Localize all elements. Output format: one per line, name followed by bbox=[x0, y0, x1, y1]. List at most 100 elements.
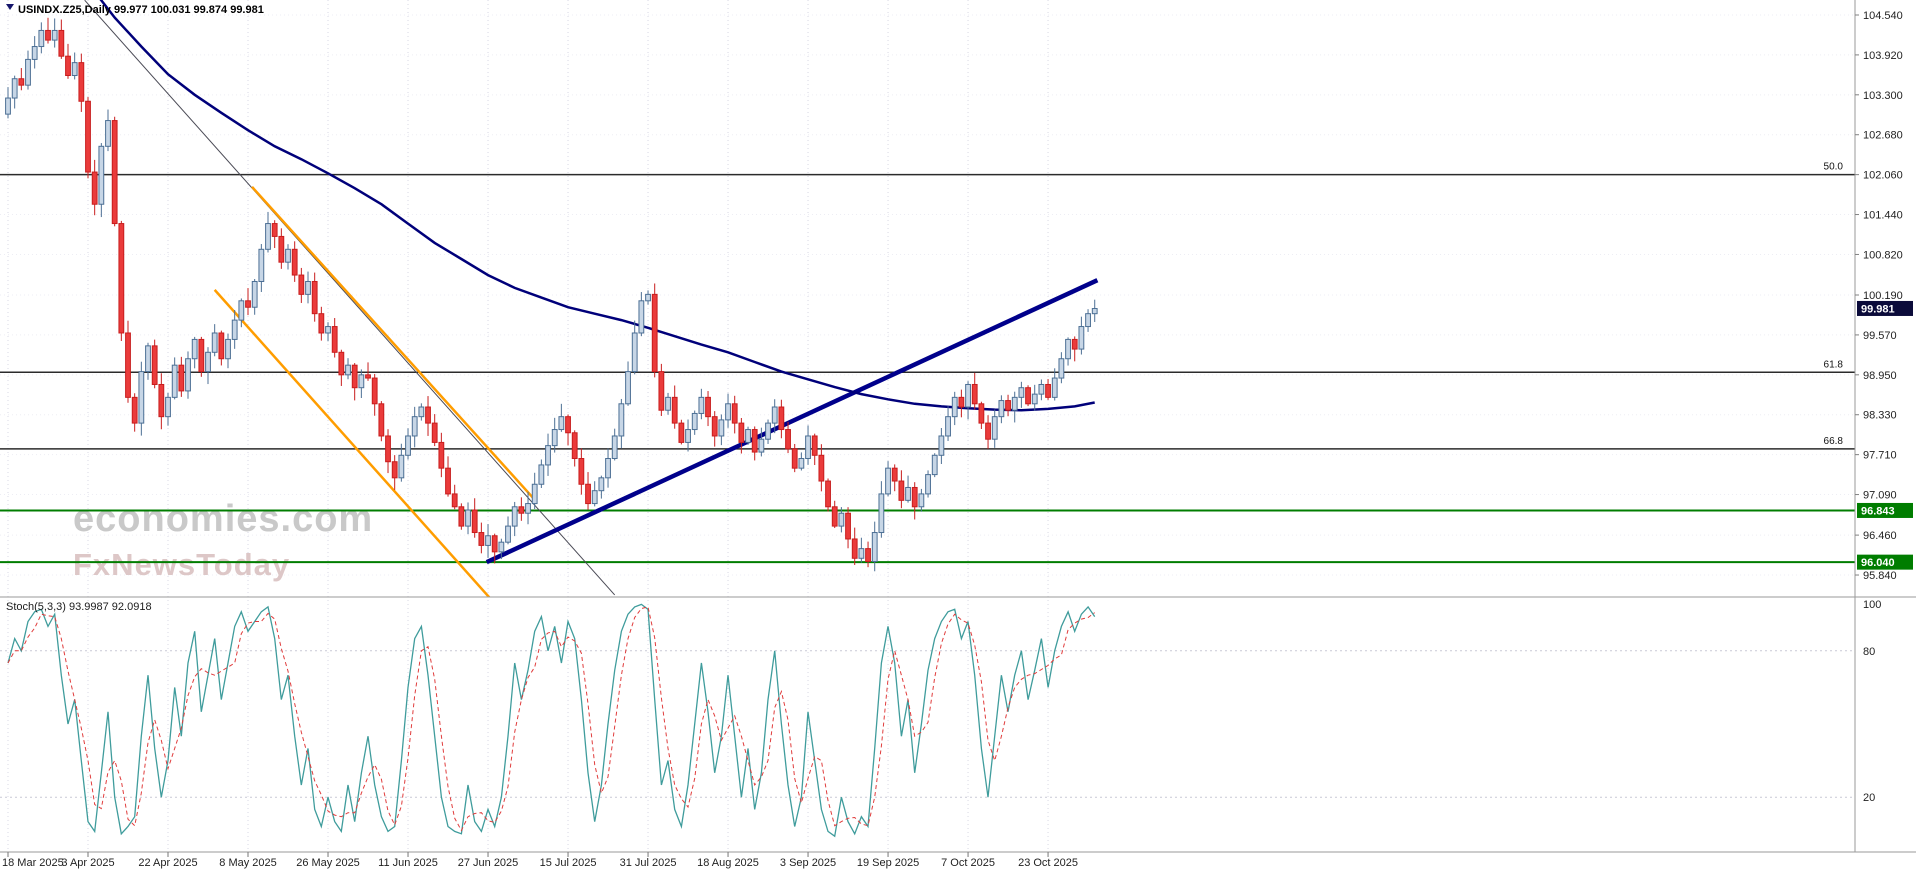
channel-line-orange-right[interactable] bbox=[251, 186, 536, 501]
descending-trendline-thin[interactable] bbox=[84, 0, 616, 596]
candle-body bbox=[705, 396, 711, 418]
candle-body bbox=[1051, 377, 1058, 398]
candle-body bbox=[838, 512, 845, 527]
candle-body bbox=[245, 300, 251, 308]
candle-body bbox=[278, 235, 285, 263]
date-tick-label: 31 Jul 2025 bbox=[620, 857, 677, 869]
candle-body bbox=[551, 429, 558, 447]
candle-body bbox=[711, 416, 718, 437]
candle-body bbox=[231, 319, 238, 340]
watermark-economies-com: economies.com bbox=[73, 498, 373, 540]
candle-body bbox=[558, 416, 565, 431]
candle-body bbox=[258, 248, 265, 282]
candle-body bbox=[698, 396, 705, 414]
candle-body bbox=[211, 332, 218, 353]
candle-body bbox=[165, 396, 171, 418]
stochastic-indicator-label: Stoch(5,3,3) 93.9987 92.0918 bbox=[6, 601, 152, 613]
candle-body bbox=[38, 29, 45, 48]
candle-body bbox=[71, 62, 78, 77]
price-panel[interactable]: 50.0 61.8 66.8 bbox=[0, 0, 1855, 598]
candle-body bbox=[111, 120, 118, 225]
candle-body bbox=[1011, 396, 1018, 411]
candle-body bbox=[638, 300, 645, 334]
candle-body bbox=[138, 371, 145, 424]
candle-body bbox=[271, 223, 278, 237]
candle-body bbox=[651, 293, 658, 373]
candle-body bbox=[825, 480, 831, 508]
candle-body bbox=[538, 464, 545, 485]
candle-body bbox=[418, 406, 425, 418]
candle-body bbox=[898, 480, 905, 501]
candle-body bbox=[311, 280, 318, 315]
candle-body bbox=[645, 293, 651, 302]
candle-body bbox=[338, 351, 345, 376]
candle-body bbox=[185, 358, 191, 392]
candle-body bbox=[1025, 387, 1031, 405]
candle-body bbox=[971, 383, 978, 405]
candle-body bbox=[998, 400, 1005, 418]
candle-body bbox=[1058, 358, 1065, 379]
candle-body bbox=[485, 535, 491, 546]
stoch-main-line bbox=[7, 603, 1096, 838]
date-tick-label: 19 Sep 2025 bbox=[857, 857, 919, 869]
candle-body bbox=[465, 509, 471, 527]
stochastic-panel[interactable] bbox=[7, 603, 1096, 838]
watermark-fxnewstoday: FxNewsToday bbox=[73, 547, 290, 582]
watermark: economies.com FxNewsToday bbox=[73, 498, 373, 582]
candle-body bbox=[1031, 393, 1038, 405]
candle-body bbox=[471, 509, 478, 534]
candle-body bbox=[1038, 383, 1045, 395]
fib-level-label: 66.8 bbox=[1824, 436, 1844, 447]
candle-body bbox=[785, 429, 791, 450]
candle-body bbox=[191, 338, 198, 360]
support-price-badge bbox=[1857, 502, 1913, 518]
candle-body bbox=[498, 541, 505, 553]
channel-line-orange-left[interactable] bbox=[213, 289, 491, 598]
candle-body bbox=[358, 374, 365, 389]
candle-body bbox=[518, 506, 525, 514]
chart-title: USINDX.Z25,Daily 99.977 100.031 99.874 9… bbox=[18, 4, 264, 16]
candle-body bbox=[858, 548, 865, 559]
candle-body bbox=[545, 445, 551, 466]
candle-body bbox=[991, 416, 998, 440]
candle-body bbox=[871, 532, 878, 562]
candle-body bbox=[831, 506, 838, 527]
price-tick-label: 95.840 bbox=[1863, 570, 1897, 582]
candle-body bbox=[985, 422, 991, 440]
candle-body bbox=[511, 506, 518, 527]
candle-body bbox=[378, 403, 385, 437]
candle-body bbox=[578, 458, 585, 485]
candle-body bbox=[118, 223, 125, 334]
candle-body bbox=[571, 432, 578, 460]
candle-body bbox=[225, 338, 231, 360]
candle-body bbox=[925, 474, 931, 495]
price-tick-label: 100.820 bbox=[1863, 249, 1903, 261]
candle-body bbox=[731, 403, 738, 424]
candle-body bbox=[885, 467, 891, 495]
candle-body bbox=[965, 383, 971, 408]
candle-body bbox=[205, 351, 211, 373]
candle-body bbox=[145, 345, 151, 373]
candle-body bbox=[51, 29, 58, 41]
candle-body bbox=[891, 467, 898, 482]
candle-body bbox=[1045, 383, 1051, 398]
price-tick-label: 96.460 bbox=[1863, 530, 1897, 542]
candle-body bbox=[291, 248, 298, 276]
ascending-trendline-bold[interactable] bbox=[485, 278, 1099, 565]
candle-body bbox=[525, 503, 531, 514]
candle-body bbox=[725, 403, 731, 421]
candle-body bbox=[791, 448, 798, 469]
candle-body bbox=[285, 248, 291, 263]
date-tick-label: 27 Jun 2025 bbox=[458, 857, 519, 869]
candle-body bbox=[585, 483, 591, 505]
candle-body bbox=[591, 490, 598, 505]
candle-body bbox=[911, 486, 918, 508]
stoch-scale-label: 20 bbox=[1863, 792, 1875, 804]
candle-body bbox=[878, 493, 885, 534]
candle-body bbox=[738, 422, 745, 443]
candle-body bbox=[798, 458, 805, 469]
candle-body bbox=[718, 419, 725, 437]
date-tick-label: 3 Sep 2025 bbox=[780, 857, 836, 869]
candle-body bbox=[98, 145, 105, 205]
